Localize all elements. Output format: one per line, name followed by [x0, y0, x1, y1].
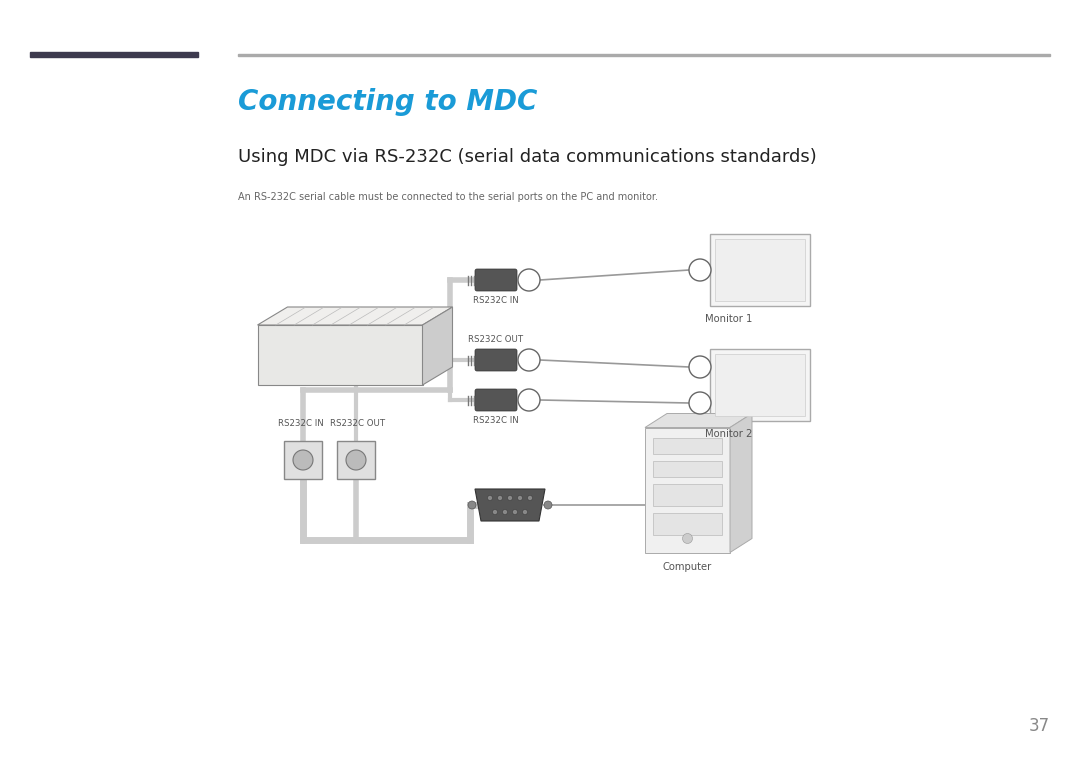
Circle shape	[518, 349, 540, 371]
FancyBboxPatch shape	[475, 269, 517, 291]
Circle shape	[468, 501, 476, 509]
Bar	[257, 325, 422, 385]
Circle shape	[518, 269, 540, 291]
Bar	[30, 52, 198, 57]
Bar	[710, 349, 810, 421]
Polygon shape	[475, 489, 545, 521]
Polygon shape	[645, 414, 752, 427]
Polygon shape	[422, 307, 453, 385]
Bar	[715, 354, 805, 416]
Bar	[337, 441, 375, 479]
Circle shape	[492, 510, 498, 514]
Circle shape	[487, 495, 492, 501]
Text: RS232C IN: RS232C IN	[473, 416, 518, 425]
Polygon shape	[730, 414, 752, 552]
Text: Monitor 1: Monitor 1	[705, 314, 753, 324]
Circle shape	[527, 495, 532, 501]
Circle shape	[518, 389, 540, 411]
Circle shape	[689, 259, 711, 281]
Text: RS232C IN: RS232C IN	[279, 419, 324, 428]
Text: An RS-232C serial cable must be connected to the serial ports on the PC and moni: An RS-232C serial cable must be connecte…	[238, 192, 658, 202]
Text: 37: 37	[1029, 717, 1050, 735]
Circle shape	[498, 495, 502, 501]
Circle shape	[683, 533, 692, 543]
Circle shape	[502, 510, 508, 514]
Circle shape	[513, 510, 517, 514]
Circle shape	[346, 450, 366, 470]
Circle shape	[544, 501, 552, 509]
Text: Connecting to MDC: Connecting to MDC	[238, 88, 538, 116]
Bar	[653, 437, 723, 453]
Circle shape	[689, 392, 711, 414]
Bar	[238, 54, 1050, 56]
Text: RS232C OUT: RS232C OUT	[330, 419, 386, 428]
Circle shape	[508, 495, 513, 501]
Bar	[653, 513, 723, 535]
Text: RS232C OUT: RS232C OUT	[469, 335, 524, 344]
Circle shape	[689, 356, 711, 378]
Circle shape	[517, 495, 523, 501]
Bar	[710, 234, 810, 306]
Text: RS232C IN: RS232C IN	[473, 296, 518, 305]
Polygon shape	[257, 307, 453, 325]
FancyBboxPatch shape	[475, 389, 517, 411]
Text: Monitor 2: Monitor 2	[705, 429, 753, 439]
Bar	[653, 461, 723, 477]
Text: Computer: Computer	[662, 562, 712, 572]
FancyBboxPatch shape	[475, 349, 517, 371]
Bar	[284, 441, 322, 479]
Bar	[715, 239, 805, 301]
Bar	[645, 427, 730, 552]
Bar	[653, 484, 723, 506]
Text: Using MDC via RS-232C (serial data communications standards): Using MDC via RS-232C (serial data commu…	[238, 148, 816, 166]
Circle shape	[293, 450, 313, 470]
Circle shape	[523, 510, 527, 514]
